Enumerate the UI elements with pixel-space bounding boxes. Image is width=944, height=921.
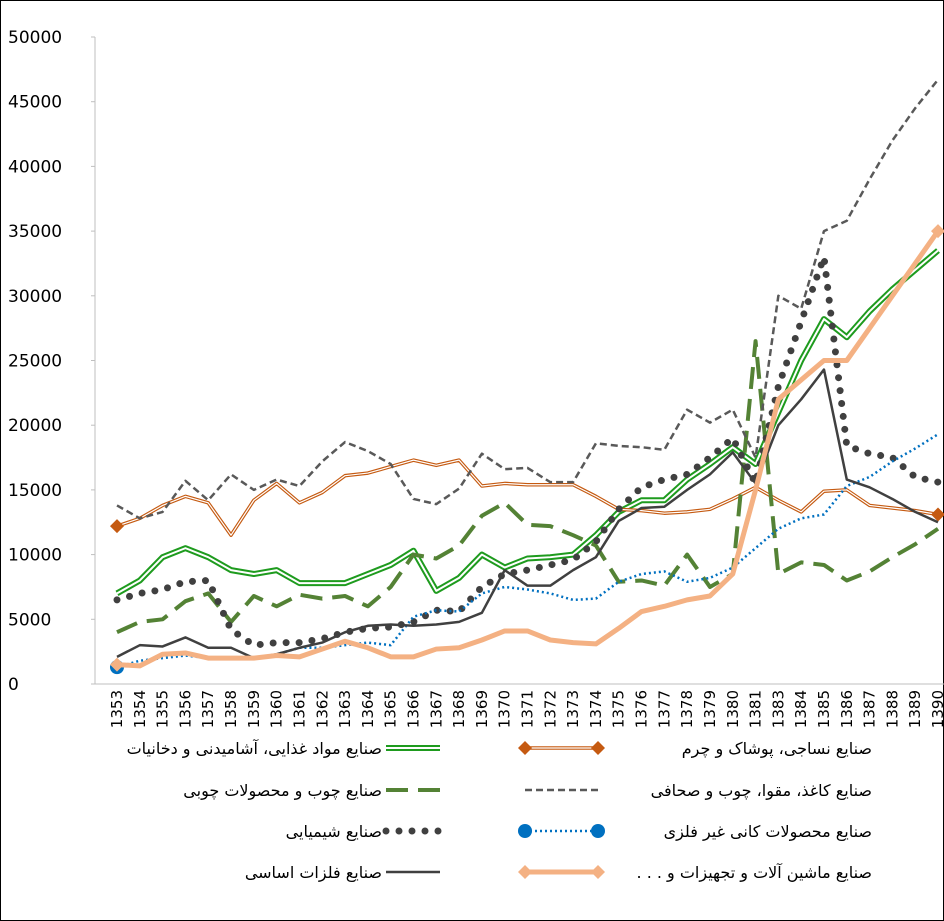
x-tick-label: 1364 [359,690,377,728]
x-tick-label: 1390 [929,690,944,728]
y-tick-label: 40000 [8,157,62,177]
x-tick-label: 1358 [222,690,240,728]
series-line-inner [116,249,939,595]
x-tick-label: 1369 [473,690,491,728]
series-line [116,229,941,669]
x-tick-label: 1365 [382,690,400,728]
x-tick-label: 1355 [154,690,172,728]
legend-label: صنایع مواد غذایی، آشامیدنی و دخانیات [127,739,382,759]
legend-marker [591,741,605,755]
legend-marker [518,741,532,755]
legend-marker [518,824,532,838]
x-tick-label: 1363 [336,690,354,728]
x-tick-label: 1380 [724,690,742,728]
legend-marker [591,865,605,879]
x-tick-label: 1357 [199,690,217,728]
x-tick-label: 1368 [450,690,468,728]
x-tick-label: 1362 [313,690,331,728]
x-tick-label: 1354 [131,690,149,728]
y-tick-label: 5000 [8,610,51,630]
x-tick-label: 1353 [108,690,126,728]
y-tick-label: 15000 [8,481,62,501]
x-tick-label: 1378 [678,690,696,728]
x-tick-label: 1370 [496,690,514,728]
series-line [113,253,942,649]
x-tick-label: 1366 [404,690,422,728]
x-tick-label: 1383 [769,690,787,728]
y-tick-label: 25000 [8,352,62,372]
x-tick-label: 1381 [747,690,765,728]
x-tick-label: 1361 [290,690,308,728]
x-tick-label: 1375 [610,690,628,728]
legend-label: صنایع کاغذ، مقوا، چوب و صحافی [651,781,872,801]
legend-label: صنایع چوب و محصولات چوبی [183,781,382,801]
x-tick-label: 1379 [701,690,719,728]
legend-label: صنایع شیمیایی [286,822,382,842]
legend-marker [591,824,605,838]
x-tick-label: 1371 [519,690,537,728]
series-line [116,339,940,635]
point-marker [110,657,124,672]
legend-label: صنایع ماشین آلات و تجهیزات و . . . [637,863,872,883]
point-marker [110,519,124,534]
x-tick-label: 1359 [245,690,263,728]
x-tick-label: 1384 [792,690,810,728]
point-marker [931,224,944,239]
x-tick-label: 1388 [883,690,901,728]
x-tick-label: 1377 [655,690,673,728]
legend-label: صنایع فلزات اساسی [245,863,382,883]
legend-label: صنایع محصولات کانی غیر فلزی [664,822,872,842]
y-tick-label: 30000 [8,287,62,307]
x-tick-label: 1376 [633,690,651,728]
legend-marker [518,865,532,879]
legend-label: صنایع نساجی، پوشاک و چرم [682,739,872,759]
x-tick-label: 1360 [268,690,286,728]
x-tick-label: 1386 [838,690,856,728]
x-tick-label: 1372 [541,690,559,728]
y-tick-label: 0 [8,675,19,695]
series-line [116,433,939,669]
point-marker [931,507,944,522]
y-tick-label: 50000 [8,28,62,48]
y-tick-label: 10000 [8,546,62,566]
x-tick-label: 1389 [906,690,924,728]
x-tick-label: 1374 [587,690,605,728]
x-tick-label: 1385 [815,690,833,728]
x-tick-label: 1356 [176,690,194,728]
y-tick-label: 45000 [8,93,62,113]
series-line [116,78,939,520]
x-tick-label: 1367 [427,690,445,728]
x-tick-label: 1387 [861,690,879,728]
y-tick-label: 20000 [8,416,62,436]
x-tick-label: 1373 [564,690,582,728]
series-line-inner [116,459,939,536]
y-tick-label: 35000 [8,222,62,242]
